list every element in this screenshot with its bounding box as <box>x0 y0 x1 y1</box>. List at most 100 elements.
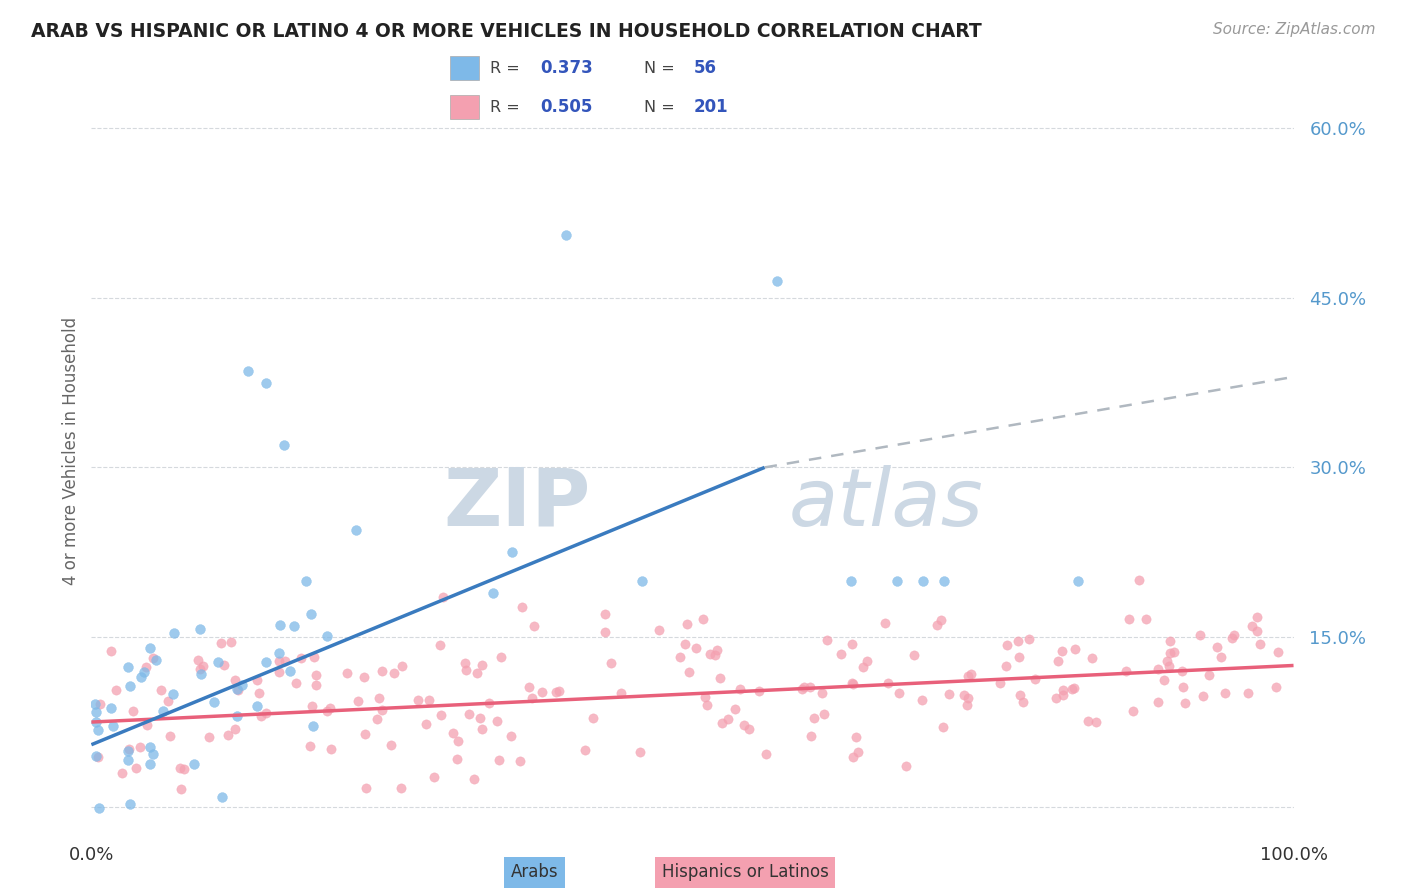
Point <box>628 745 651 759</box>
Point <box>87 750 110 764</box>
Point <box>280 664 302 678</box>
Point <box>162 687 184 701</box>
Point <box>226 681 249 696</box>
Text: R =: R = <box>491 100 526 115</box>
Point <box>903 648 925 663</box>
Point <box>304 678 326 692</box>
Point <box>285 676 308 690</box>
Point <box>830 647 852 661</box>
Point <box>938 687 960 701</box>
Point <box>463 772 485 787</box>
Text: R =: R = <box>491 61 526 76</box>
Point <box>1046 654 1069 668</box>
Point <box>925 617 948 632</box>
Point <box>319 700 342 714</box>
Point <box>889 686 911 700</box>
Point <box>101 719 124 733</box>
Point <box>302 649 325 664</box>
Point <box>254 706 277 721</box>
Text: Hispanics or Latinos: Hispanics or Latinos <box>662 863 828 881</box>
Point <box>1008 688 1031 702</box>
Point <box>960 666 983 681</box>
Point <box>717 712 740 726</box>
Point <box>1115 664 1137 678</box>
Point <box>886 574 908 588</box>
Point <box>321 742 343 756</box>
Text: Arabs: Arabs <box>510 863 558 881</box>
Point <box>956 698 979 713</box>
Point <box>1209 649 1232 664</box>
Point <box>163 626 186 640</box>
Point <box>105 683 128 698</box>
Point <box>117 753 139 767</box>
Point <box>813 707 835 722</box>
Point <box>501 545 523 559</box>
Point <box>391 658 413 673</box>
Point <box>599 656 621 670</box>
Point <box>305 668 328 682</box>
Text: 56: 56 <box>693 60 716 78</box>
Point <box>509 754 531 768</box>
Point <box>510 600 533 615</box>
Point <box>841 637 863 651</box>
Point <box>842 677 865 691</box>
Point <box>1012 695 1035 709</box>
Point <box>733 718 755 732</box>
Point <box>488 753 510 767</box>
Point <box>136 718 159 732</box>
Point <box>446 752 468 766</box>
Point <box>139 640 162 655</box>
Point <box>301 698 323 713</box>
Point <box>1163 644 1185 658</box>
Point <box>100 700 122 714</box>
Point <box>111 766 134 780</box>
Point <box>418 692 440 706</box>
Point <box>117 744 139 758</box>
FancyBboxPatch shape <box>450 95 479 120</box>
Point <box>187 653 209 667</box>
Point <box>957 691 980 706</box>
Point <box>748 683 770 698</box>
FancyBboxPatch shape <box>450 56 479 80</box>
Y-axis label: 4 or more Vehicles in Household: 4 or more Vehicles in Household <box>62 317 80 584</box>
Point <box>675 617 697 632</box>
Point <box>446 734 468 748</box>
Point <box>1267 645 1289 659</box>
Text: 0.373: 0.373 <box>540 60 592 78</box>
Point <box>699 647 721 661</box>
Point <box>100 644 122 658</box>
Point <box>1146 662 1168 676</box>
Point <box>150 682 173 697</box>
Point <box>706 643 728 657</box>
Point <box>793 680 815 694</box>
Point <box>1050 644 1073 658</box>
Point <box>254 376 277 390</box>
Point <box>347 694 370 708</box>
Point <box>117 659 139 673</box>
Point <box>1135 611 1157 625</box>
Point <box>1249 637 1271 651</box>
Point <box>173 762 195 776</box>
Point <box>668 650 690 665</box>
Point <box>520 690 543 705</box>
Point <box>138 756 160 771</box>
Point <box>190 667 212 681</box>
Point <box>593 607 616 622</box>
Point <box>231 678 253 692</box>
Point <box>283 619 305 633</box>
Point <box>423 770 446 784</box>
Point <box>1024 672 1046 686</box>
Point <box>295 574 318 588</box>
Point <box>371 664 394 678</box>
Point <box>468 711 491 725</box>
Point <box>84 706 107 720</box>
Point <box>1122 704 1144 718</box>
Point <box>254 655 277 669</box>
Text: N =: N = <box>644 100 681 115</box>
Point <box>1220 631 1243 645</box>
Point <box>609 686 631 700</box>
Point <box>856 654 879 668</box>
Point <box>193 659 215 673</box>
Point <box>728 682 751 697</box>
Point <box>1241 619 1264 633</box>
